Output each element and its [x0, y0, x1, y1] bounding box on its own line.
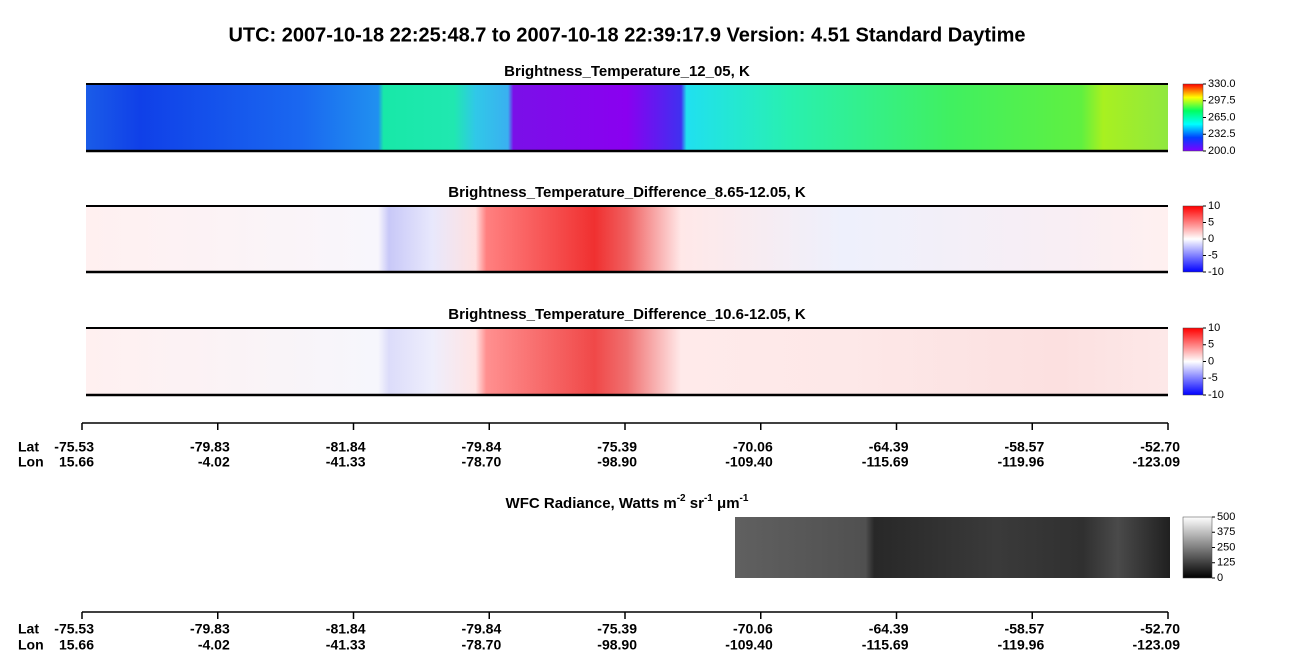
lat-value: -64.39: [869, 621, 909, 637]
lat-value: -79.83: [190, 621, 230, 637]
lon-value: 15.66: [59, 637, 94, 653]
panel-title: WFC Radiance, Watts m-2 sr-1 μm-1: [506, 493, 749, 512]
colorbar-tick-label: 0: [1208, 355, 1214, 367]
lon-value: -98.90: [597, 637, 637, 653]
lat-value: -70.06: [733, 621, 773, 637]
colorbar-tick-label: -10: [1208, 266, 1224, 278]
superscript: -2: [677, 493, 686, 504]
colorbar-tick-label: -5: [1208, 249, 1218, 261]
lat-value: -52.70: [1140, 621, 1180, 637]
lon-label: Lon: [18, 637, 44, 653]
colorbar-tick-label: 375: [1217, 526, 1235, 538]
lat-value: -58.57: [1005, 439, 1045, 455]
title-part: sr: [686, 495, 705, 512]
colorbar: [1182, 327, 1204, 396]
lat-value: -81.84: [326, 439, 366, 455]
lon-value: -41.33: [326, 637, 366, 653]
lat-label: Lat: [18, 439, 39, 455]
colorbar-tick-label: 330.0: [1208, 78, 1236, 90]
colorbar-tick-label: 297.5: [1208, 95, 1236, 107]
colorbar-tick-label: 5: [1208, 339, 1214, 351]
lon-value: -115.69: [862, 637, 909, 653]
title-part: μm: [713, 495, 740, 512]
lat-value: -79.84: [462, 621, 502, 637]
lat-value: -79.83: [190, 439, 230, 455]
colorbar: [1182, 516, 1213, 579]
colorbar-tick-label: 0: [1217, 572, 1223, 584]
lon-value: -109.40: [725, 637, 773, 653]
superscript: -1: [704, 493, 713, 504]
colorbar: [1182, 205, 1204, 273]
colorbar-tick-label: 250: [1217, 541, 1235, 553]
colorbar-tick-label: -10: [1208, 389, 1224, 401]
lon-value: 15.66: [59, 454, 94, 470]
lon-value: -78.70: [462, 637, 502, 653]
colorbar-tick-label: 10: [1208, 322, 1220, 334]
lat-value: -58.57: [1005, 621, 1045, 637]
lon-value: -123.09: [1133, 454, 1181, 470]
lat-label: Lat: [18, 621, 39, 637]
lon-value: -119.96: [998, 454, 1045, 470]
lon-value: -41.33: [326, 454, 366, 470]
lat-value: -64.39: [869, 439, 909, 455]
lon-value: -115.69: [862, 454, 909, 470]
lon-label: Lon: [18, 454, 44, 470]
lat-value: -81.84: [326, 621, 366, 637]
lat-value: -52.70: [1140, 439, 1180, 455]
lon-value: -123.09: [1133, 637, 1181, 653]
heatmap-image: [86, 328, 1168, 395]
lat-value: -75.53: [54, 439, 94, 455]
panel-title: Brightness_Temperature_12_05, K: [504, 63, 750, 80]
lat-value: -70.06: [733, 439, 773, 455]
colorbar-tick-label: 232.5: [1208, 128, 1236, 140]
heatmap-image: [735, 517, 1170, 578]
lat-value: -75.39: [597, 621, 637, 637]
lon-value: -4.02: [198, 637, 230, 653]
lon-value: -4.02: [198, 454, 230, 470]
lon-value: -98.90: [597, 454, 637, 470]
page-title: UTC: 2007-10-18 22:25:48.7 to 2007-10-18…: [228, 24, 1025, 46]
title-part: WFC Radiance, Watts m: [506, 495, 677, 512]
panel-title: Brightness_Temperature_Difference_10.6-1…: [448, 306, 806, 323]
colorbar-tick-label: 125: [1217, 557, 1235, 569]
colorbar: [1182, 83, 1204, 152]
colorbar-tick-label: 500: [1217, 511, 1235, 523]
colorbar-tick-label: 265.0: [1208, 111, 1236, 123]
lat-value: -75.53: [54, 621, 94, 637]
lat-value: -79.84: [462, 439, 502, 455]
colorbar-tick-label: 0: [1208, 233, 1214, 245]
lon-value: -119.96: [998, 637, 1045, 653]
lon-value: -109.40: [725, 454, 773, 470]
lat-value: -75.39: [597, 439, 637, 455]
heatmap-image: [86, 84, 1168, 151]
heatmap-image: [86, 206, 1168, 272]
colorbar-tick-label: -5: [1208, 372, 1218, 384]
lon-value: -78.70: [462, 454, 502, 470]
panel-title: Brightness_Temperature_Difference_8.65-1…: [448, 184, 806, 201]
colorbar-tick-label: 10: [1208, 200, 1220, 212]
colorbar-tick-label: 5: [1208, 216, 1214, 228]
colorbar-tick-label: 200.0: [1208, 145, 1236, 157]
superscript: -1: [740, 493, 749, 504]
